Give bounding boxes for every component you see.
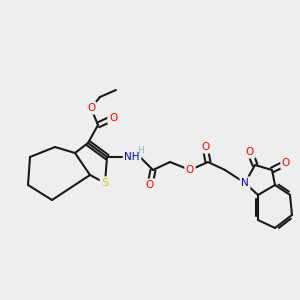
Text: O: O: [146, 180, 154, 190]
Text: O: O: [201, 142, 209, 152]
Text: H: H: [137, 146, 144, 155]
Text: NH: NH: [124, 152, 140, 162]
Text: O: O: [282, 158, 290, 168]
Text: S: S: [101, 178, 109, 188]
Text: N: N: [241, 178, 249, 188]
Text: O: O: [186, 165, 194, 175]
Text: O: O: [87, 103, 95, 113]
Text: O: O: [109, 113, 117, 123]
Text: O: O: [246, 147, 254, 157]
